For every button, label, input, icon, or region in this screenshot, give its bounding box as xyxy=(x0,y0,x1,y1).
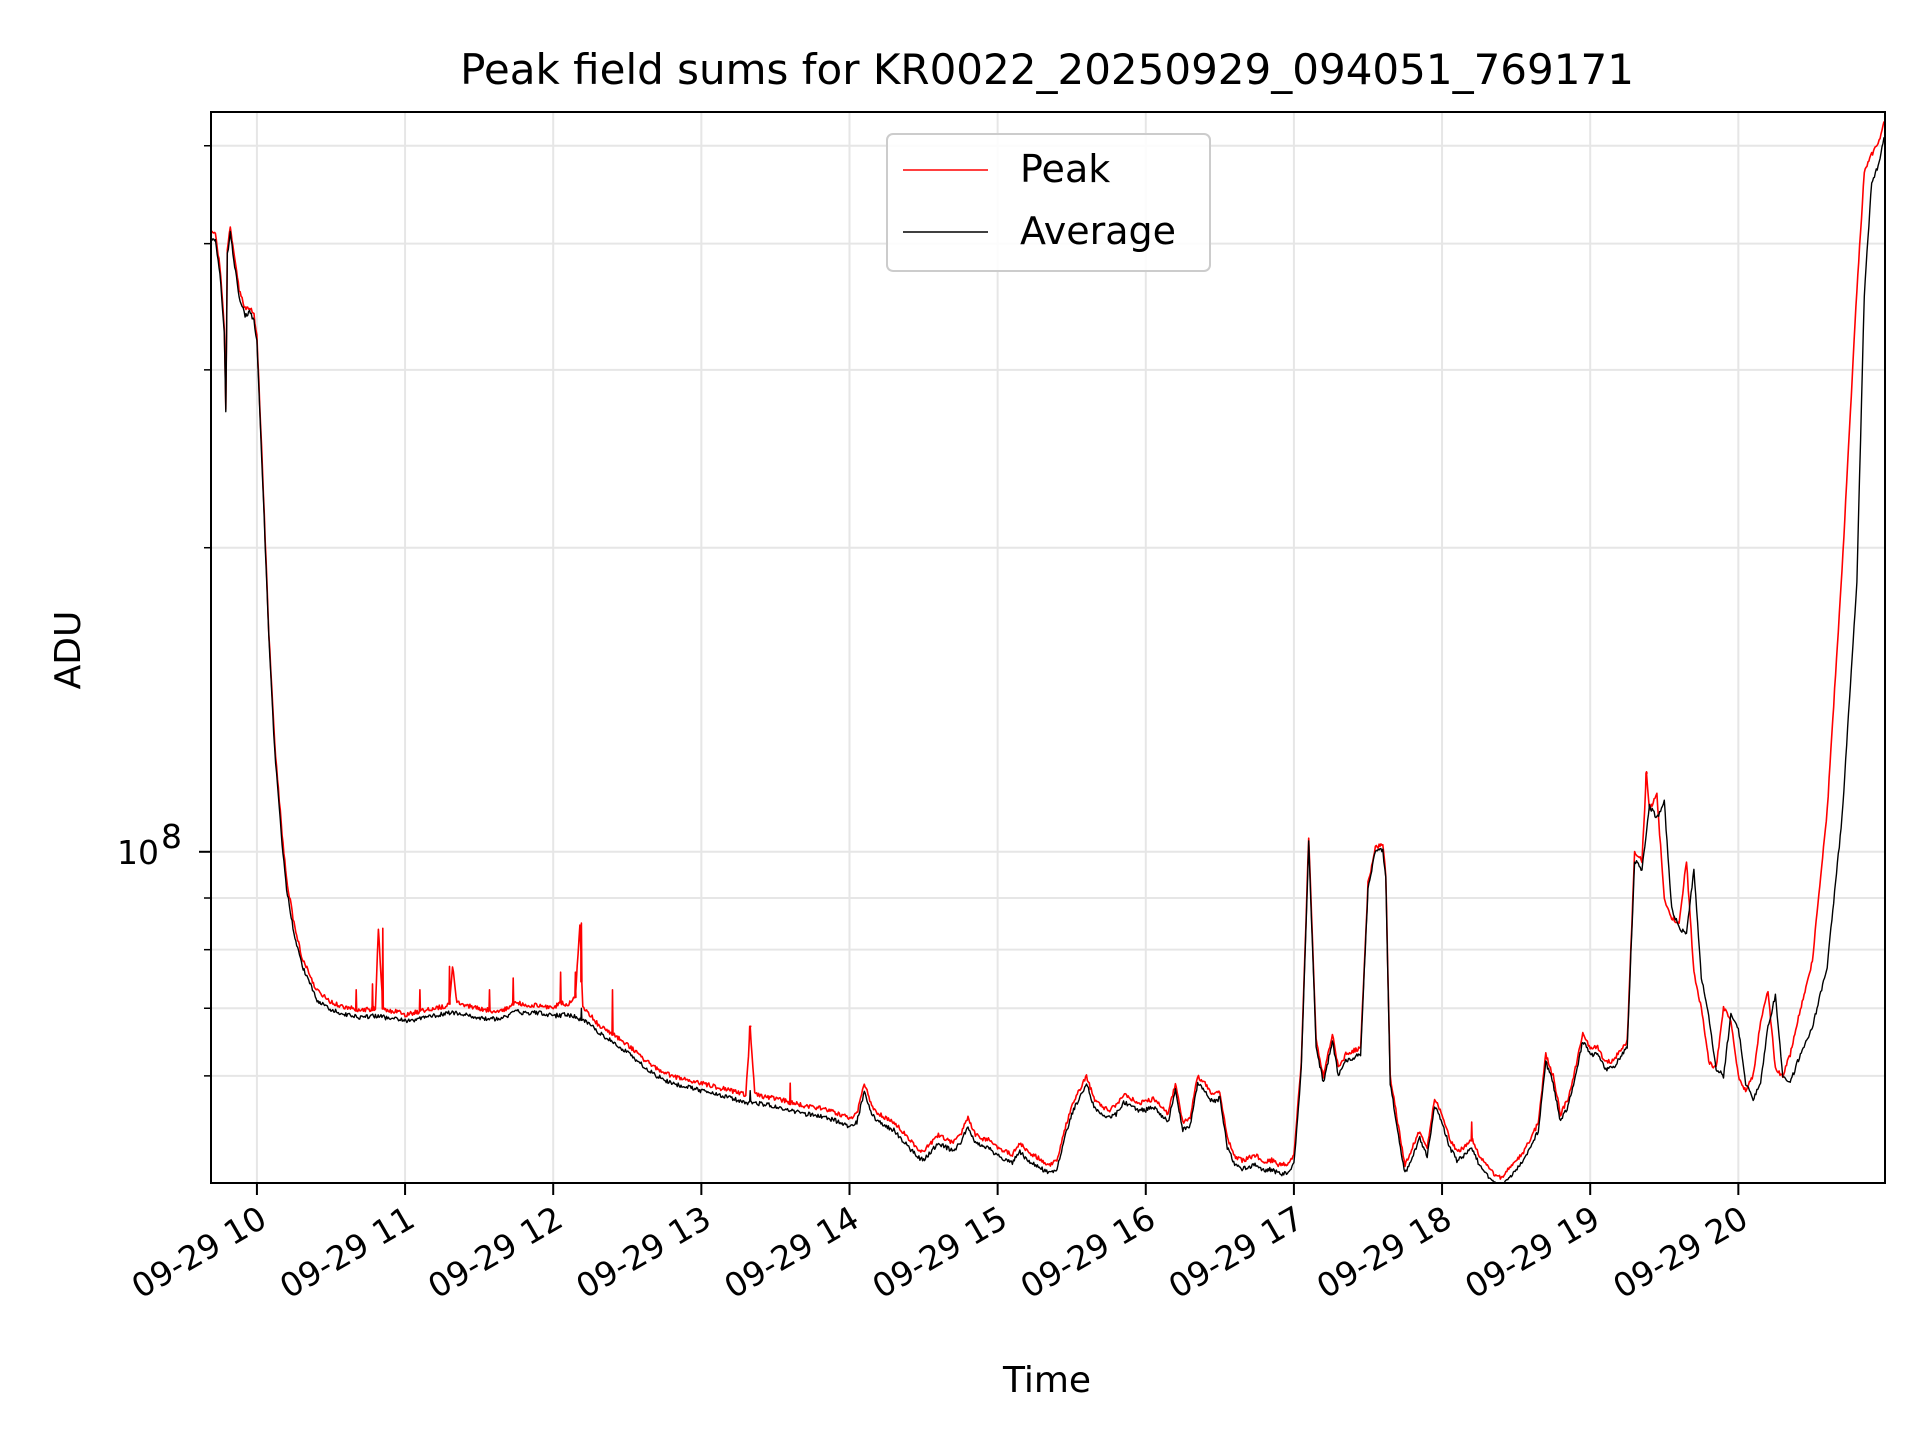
y-tick-label: 10 xyxy=(117,833,159,872)
x-tick-label: 09-29 17 xyxy=(1162,1198,1310,1306)
series-line-peak xyxy=(211,121,1885,1180)
y-tick-label-exponent: 8 xyxy=(161,817,182,856)
x-tick-label: 09-29 20 xyxy=(1606,1198,1754,1306)
tick-layer: 09-29 10 09-29 11 09-29 12 09-29 13 09-29 14… xyxy=(117,145,1754,1306)
series-line-average xyxy=(211,137,1885,1183)
x-tick-label: 09-29 10 xyxy=(125,1198,273,1306)
x-tick-label: 09-29 12 xyxy=(421,1198,569,1306)
x-axis-label: Time xyxy=(1002,1360,1091,1401)
legend-box xyxy=(886,133,1211,272)
y-axis-label: ADU xyxy=(48,611,89,690)
chart-title: Peak field sums for KR0022_20250929_0940… xyxy=(460,45,1634,94)
x-tick-label: 09-29 16 xyxy=(1014,1198,1162,1306)
x-tick-label: 09-29 15 xyxy=(866,1198,1014,1306)
legend: Peak Average xyxy=(886,133,1211,272)
x-tick-label: 09-29 11 xyxy=(273,1198,421,1306)
grid-layer xyxy=(211,112,1885,1183)
x-tick-label: 09-29 19 xyxy=(1458,1198,1606,1306)
plot-frame xyxy=(210,111,1886,1184)
x-tick-label: 09-29 13 xyxy=(569,1198,717,1306)
x-tick-label: 09-29 14 xyxy=(717,1198,865,1306)
x-tick-label: 09-29 18 xyxy=(1310,1198,1458,1306)
series-layer xyxy=(211,121,1885,1183)
legend-label-average: Average xyxy=(1020,209,1176,253)
legend-label-peak: Peak xyxy=(1020,147,1110,191)
